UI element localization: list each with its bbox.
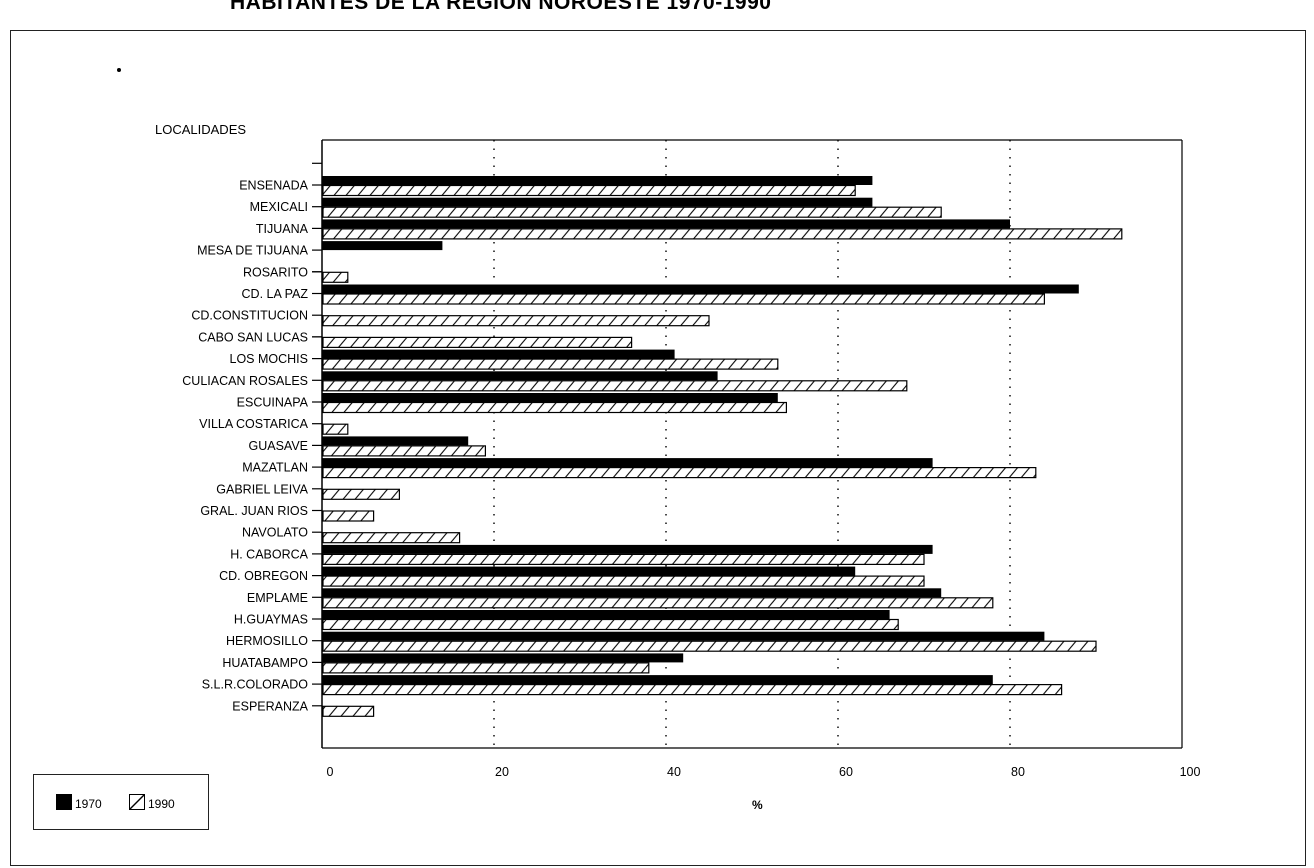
bar-1990 (322, 553, 925, 566)
legend-swatch-hatch (129, 794, 145, 810)
y-tick-label: VILLA COSTARICA (199, 417, 308, 431)
y-tick-label: MAZATLAN (242, 461, 308, 475)
bar-1990 (322, 271, 349, 283)
x-tick-label: 60 (839, 765, 853, 779)
legend: 1970 1990 (33, 774, 209, 830)
y-tick-label: GABRIEL LEIVA (216, 482, 308, 496)
y-tick-label: HUATABAMPO (222, 656, 308, 670)
bar-1990 (322, 467, 1037, 479)
x-axis-label: % (752, 798, 763, 812)
x-tick-label: 100 (1180, 765, 1201, 779)
y-tick-label: S.L.R.COLORADO (202, 678, 309, 692)
y-tick-label: NAVOLATO (242, 526, 308, 540)
y-tick-label: CD.CONSTITUCION (191, 309, 308, 323)
y-tick-label: CULIACAN ROSALES (182, 374, 308, 388)
bar-1970 (322, 653, 684, 663)
chart-frame (10, 30, 1306, 866)
bar-1990 (322, 401, 787, 414)
y-tick-label: LOS MOCHIS (230, 352, 309, 366)
y-tick-label: ESCUINAPA (237, 396, 309, 410)
bar-1970 (322, 544, 933, 554)
bar-1970 (322, 631, 1045, 641)
bar-1990 (322, 683, 1063, 696)
y-tick-label: MESA DE TIJUANA (197, 244, 309, 258)
bar-1990 (322, 423, 349, 435)
bar-1970 (322, 241, 443, 251)
legend-item-1970: 1970 (56, 794, 102, 810)
bar-1990 (322, 293, 1046, 305)
y-tick-label: GRAL. JUAN RIOS (200, 504, 308, 518)
y-tick-label: ROSARITO (243, 265, 308, 279)
y-tick-labels: ENSENADA MEXICALI TIJUANA MESA DE TIJUANA RO… (182, 179, 308, 714)
y-tick-label: HERMOSILLO (226, 634, 308, 648)
y-tick-label: GUASAVE (248, 439, 308, 453)
bar-1990 (322, 380, 908, 392)
bar-1970 (322, 588, 942, 598)
bar-1990 (322, 315, 710, 327)
bar-1990 (322, 336, 633, 348)
bar-1990 (322, 206, 942, 218)
bar-1990 (322, 532, 461, 544)
bar-1990 (322, 184, 856, 197)
bar-1990 (322, 488, 401, 500)
y-axis-title: LOCALIDADES (155, 122, 247, 137)
x-tick-label: 80 (1011, 765, 1025, 779)
axes (312, 139, 1183, 749)
bar-1970 (322, 458, 933, 468)
y-tick-label: CD. LA PAZ (242, 287, 309, 301)
bar-1990 (322, 445, 486, 457)
chart-title: HABITANTES DE LA REGION NOROESTE 1970-19… (230, 0, 772, 14)
bar-1990 (322, 358, 779, 370)
bar-1970 (322, 566, 856, 576)
x-tick-label: 0 (327, 765, 334, 779)
bar-1990 (322, 662, 650, 674)
bar-1990 (322, 575, 925, 587)
bar-1990 (322, 618, 899, 631)
y-tick-label: ESPERANZA (232, 699, 308, 713)
bar-1990 (322, 228, 1123, 240)
y-tick-label: H. CABORCA (230, 547, 308, 561)
x-tick-label: 40 (667, 765, 681, 779)
bar-1970 (322, 197, 873, 207)
bar-1970 (322, 176, 873, 185)
y-tick-label: CD. OBREGON (219, 569, 308, 583)
stray-dot (117, 68, 121, 72)
x-tick-label: 20 (495, 765, 509, 779)
bar-1990 (322, 510, 375, 522)
bar-1970 (322, 393, 778, 402)
bars (322, 176, 1123, 717)
legend-label-1990: 1990 (148, 797, 175, 811)
y-tick-label: H.GUAYMAS (234, 613, 308, 627)
bar-1970 (322, 349, 675, 359)
y-tick-label: ENSENADA (239, 179, 308, 193)
legend-swatch-solid (56, 794, 72, 810)
bar-1970 (322, 371, 718, 381)
legend-item-1990: 1990 (129, 794, 175, 810)
y-tick-label: TIJUANA (256, 222, 309, 236)
x-tick-labels: 0 20 40 60 80 100 (327, 765, 1201, 779)
bar-1990 (322, 640, 1097, 652)
y-tick-label: CABO SAN LUCAS (198, 330, 308, 344)
bar-1970 (322, 284, 1079, 294)
bar-1990 (322, 597, 994, 609)
bar-1970 (322, 610, 890, 619)
legend-label-1970: 1970 (75, 797, 102, 811)
y-tick-label: MEXICALI (250, 200, 308, 214)
bar-1970 (322, 219, 1010, 229)
bar-1990 (322, 705, 375, 717)
y-tick-label: EMPLAME (247, 591, 308, 605)
bar-1970 (322, 436, 469, 446)
bar-1970 (322, 675, 993, 685)
